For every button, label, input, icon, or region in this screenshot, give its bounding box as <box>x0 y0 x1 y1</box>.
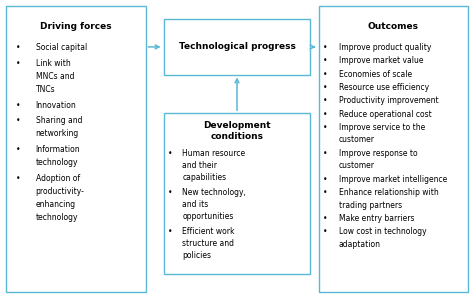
Text: adaptation: adaptation <box>339 240 381 249</box>
Text: Productivity improvement: Productivity improvement <box>339 96 438 105</box>
Text: structure and: structure and <box>182 239 235 248</box>
Text: Make entry barriers: Make entry barriers <box>339 214 414 223</box>
Text: •: • <box>168 149 173 158</box>
Text: technology: technology <box>36 213 78 222</box>
Text: and their: and their <box>182 161 218 170</box>
Text: Outcomes: Outcomes <box>368 22 419 31</box>
Text: Reduce operational cost: Reduce operational cost <box>339 109 432 119</box>
Bar <box>164 113 310 274</box>
Text: enhancing: enhancing <box>36 200 76 209</box>
Text: •: • <box>16 59 20 68</box>
Text: productivity-: productivity- <box>36 187 84 196</box>
Text: Improve product quality: Improve product quality <box>339 43 431 52</box>
Text: •: • <box>323 57 328 66</box>
Text: Adoption of: Adoption of <box>36 174 80 183</box>
Text: •: • <box>16 116 20 125</box>
Text: •: • <box>16 174 20 183</box>
Text: Improve market value: Improve market value <box>339 57 423 66</box>
Text: Sharing and: Sharing and <box>36 116 82 125</box>
Text: Resource use efficiency: Resource use efficiency <box>339 83 429 92</box>
Text: Link with: Link with <box>36 59 70 68</box>
Text: customer: customer <box>339 161 375 170</box>
Text: trading partners: trading partners <box>339 201 402 209</box>
Text: Development
conditions: Development conditions <box>203 121 271 142</box>
Text: Information: Information <box>36 145 80 154</box>
Text: •: • <box>16 145 20 154</box>
Text: •: • <box>323 188 328 197</box>
Text: •: • <box>168 227 173 236</box>
Text: Innovation: Innovation <box>36 101 76 110</box>
Text: Improve response to: Improve response to <box>339 149 418 158</box>
Text: Economies of scale: Economies of scale <box>339 70 412 79</box>
Text: opportunities: opportunities <box>182 212 234 221</box>
Text: Technological progress: Technological progress <box>179 42 295 52</box>
Text: •: • <box>323 43 328 52</box>
Text: technology: technology <box>36 158 78 167</box>
Text: •: • <box>323 83 328 92</box>
Bar <box>319 6 468 292</box>
Text: and its: and its <box>182 200 209 209</box>
Text: TNCs: TNCs <box>36 85 55 94</box>
Text: customer: customer <box>339 135 375 145</box>
Bar <box>164 19 310 74</box>
Text: MNCs and: MNCs and <box>36 72 74 81</box>
Text: •: • <box>323 214 328 223</box>
Text: Driving forces: Driving forces <box>40 22 112 31</box>
Text: New technology,: New technology, <box>182 188 246 197</box>
Text: •: • <box>323 109 328 119</box>
Text: policies: policies <box>182 251 211 260</box>
Text: •: • <box>323 227 328 236</box>
Text: •: • <box>323 96 328 105</box>
Text: •: • <box>323 123 328 132</box>
Text: •: • <box>16 43 20 52</box>
Text: networking: networking <box>36 129 79 138</box>
Text: Human resource: Human resource <box>182 149 246 158</box>
Text: •: • <box>323 175 328 184</box>
Bar <box>6 6 146 292</box>
Text: Improve service to the: Improve service to the <box>339 123 425 132</box>
Text: •: • <box>16 101 20 110</box>
Text: •: • <box>323 149 328 158</box>
Text: Low cost in technology: Low cost in technology <box>339 227 427 236</box>
Text: Efficient work: Efficient work <box>182 227 235 236</box>
Text: Improve market intelligence: Improve market intelligence <box>339 175 447 184</box>
Text: capabilities: capabilities <box>182 173 227 182</box>
Text: Enhance relationship with: Enhance relationship with <box>339 188 438 197</box>
Text: •: • <box>168 188 173 197</box>
Text: Social capital: Social capital <box>36 43 87 52</box>
Text: •: • <box>323 70 328 79</box>
